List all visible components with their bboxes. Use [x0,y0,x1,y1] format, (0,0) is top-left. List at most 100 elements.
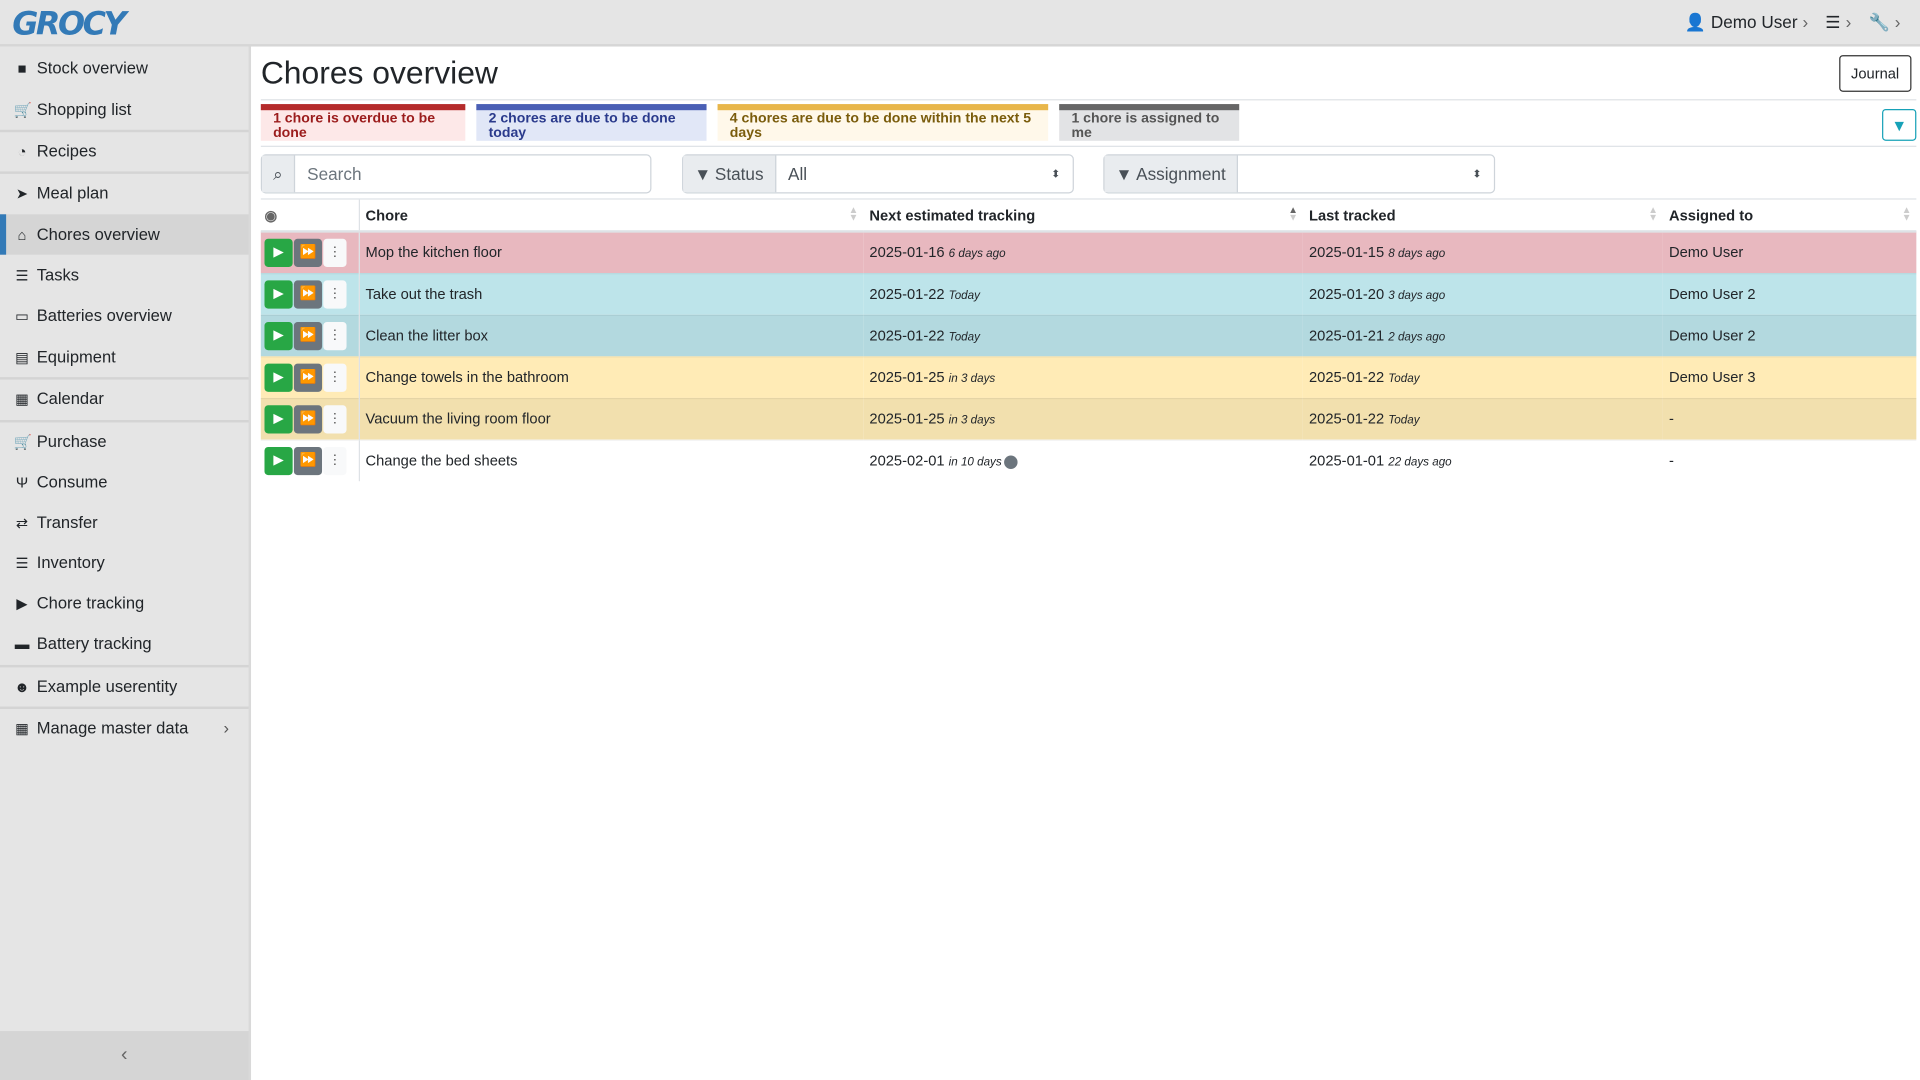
cart-icon: 🛒 [13,101,32,119]
next-date: 2025-01-25 [869,368,945,386]
filter-clear-icon: ▼ [1891,115,1908,135]
more-actions-button[interactable]: ⋮ [323,446,347,475]
sidebar-item-recipes[interactable]: ◔ Recipes [0,131,249,171]
track-chore-button[interactable]: ▶ [264,363,293,392]
skip-chore-button[interactable]: ⏩ [293,446,323,475]
assignment-select[interactable]: ⬍ [1238,156,1494,193]
status-alert[interactable]: 2 chores are due to be done today [476,104,707,141]
chore-name[interactable]: Change towels in the bathroom [358,355,864,398]
table-row: ▶ ⏩ ⋮ Clean the litter box 2025-01-22 Toda… [260,314,1917,357]
sidebar-item-chore-tracking[interactable]: ▶ Chore tracking [0,583,249,623]
sidebar-item-meal-plan[interactable]: ➤ Meal plan [0,173,249,213]
play-icon: ▶ [16,594,28,612]
sidebar-item-label: Chore tracking [36,593,145,613]
track-chore-button[interactable]: ▶ [264,279,293,308]
sort-icon: ▲ ▼ [848,204,859,223]
sidebar-item-equipment[interactable]: ▤ Equipment [0,337,249,377]
next-relative: in 3 days [948,413,996,428]
more-actions-button[interactable]: ⋮ [323,321,347,350]
home-icon: ⌂ [17,225,27,244]
sidebar-item-stock-overview[interactable]: ■ Stock overview [0,48,249,88]
sidebar-item-label: Meal plan [36,183,109,203]
sort-icon: ▲ ▼ [1901,204,1912,223]
sidebar-item-purchase[interactable]: 🛒 Purchase [0,421,249,461]
skip-chore-button[interactable]: ⏩ [293,279,323,308]
sidebar-item-inventory[interactable]: ☰ Inventory [0,542,249,582]
skip-chore-button[interactable]: ⏩ [293,404,323,433]
user-menu[interactable]: 👤 Demo User › [1685,12,1816,33]
divider [260,99,1917,101]
sidebar-item-label: Transfer [36,513,98,532]
status-alert[interactable]: 4 chores are due to be done within the n… [717,104,1049,141]
clear-filter-button[interactable]: ▼ [1882,108,1917,141]
next-relative: Today [948,330,980,345]
header-last-tracked[interactable]: Last tracked ▲ ▼ [1302,199,1663,233]
chore-name[interactable]: Clean the litter box [358,314,864,357]
next-tracking: 2025-01-25 in 3 days [863,397,1303,440]
sidebar-item-battery-tracking[interactable]: ▬ Battery tracking [0,623,249,663]
skip-chore-button[interactable]: ⏩ [293,321,323,350]
sidebar-item-consume[interactable]: Ψ Consume [0,462,249,502]
grocy-logo[interactable]: GROCY [12,6,126,43]
sidebar-divider [0,129,249,133]
next-tracking: 2025-02-01 in 10 days [863,438,1303,482]
settings-menu[interactable]: ☰ › [1825,12,1858,33]
header-label: Last tracked [1308,206,1396,224]
sidebar-item-label: Equipment [36,347,116,367]
chevron-right-icon: › [1802,12,1809,32]
more-actions-button[interactable]: ⋮ [323,363,347,392]
sidebar-item-tasks[interactable]: ☰ Tasks [0,255,249,295]
sidebar-item-calendar[interactable]: ▦ Calendar [0,378,249,418]
sidebar-item-transfer[interactable]: ⇄ Transfer [0,502,249,542]
header-next-tracking[interactable]: Next estimated tracking ▲ ▼ [863,199,1303,233]
track-chore-button[interactable]: ▶ [264,404,293,433]
track-chore-button[interactable]: ▶ [264,321,293,350]
sidebar-item-batteries-overview[interactable]: ▭ Batteries overview [0,295,249,335]
box-icon: ■ [17,59,27,77]
last-tracked: 2025-01-22 Today [1302,355,1663,398]
sidebar-item-label: Batteries overview [36,306,172,325]
search-input[interactable]: Search [307,164,362,184]
column-visibility-toggle[interactable]: ◉ [260,199,360,233]
sidebar-collapse-button[interactable]: ‹ [0,1031,249,1080]
header-chore[interactable]: Chore ▲ ▼ [358,199,864,233]
status-alert[interactable]: 1 chore is overdue to be done [260,104,466,141]
more-actions-button[interactable]: ⋮ [323,238,347,267]
track-chore-button[interactable]: ▶ [264,238,293,267]
pizza-icon: ◔ [17,142,27,160]
page-title: Chores overview [260,53,498,91]
clock-icon [1004,454,1018,469]
car-battery-icon: ▬ [14,634,30,653]
last-relative: Today [1388,372,1420,386]
list-icon: ☰ [15,554,29,572]
sidebar-divider [0,664,249,668]
sidebar-item-example-userentity[interactable]: ☻ Example userentity [0,666,249,706]
journal-button[interactable]: Journal [1838,55,1912,92]
chore-name[interactable]: Take out the trash [358,272,864,315]
chevron-right-icon: › [1894,12,1901,32]
last-tracked: 2025-01-20 3 days ago [1302,272,1663,315]
assigned-to: - [1662,438,1917,482]
chore-name[interactable]: Change the bed sheets [358,438,864,482]
next-relative: 6 days ago [948,247,1006,262]
sidebar-item-label: Recipes [36,142,97,161]
status-select[interactable]: All ⬍ [776,156,1073,193]
track-chore-button[interactable]: ▶ [264,446,293,475]
calendar-icon: ▦ [15,390,29,408]
chore-name[interactable]: Vacuum the living room floor [358,397,864,440]
chore-name[interactable]: Mop the kitchen floor [358,230,864,274]
next-relative: Today [948,288,980,303]
status-alert[interactable]: 1 chore is assigned to me [1059,104,1240,141]
last-date: 2025-01-20 [1308,285,1385,303]
sidebar-item-manage-master-data[interactable]: ▦ Manage master data › [0,708,249,748]
sidebar-item-shopping-list[interactable]: 🛒 Shopping list [0,89,249,129]
header-assigned-to[interactable]: Assigned to ▲ ▼ [1662,199,1917,233]
skip-chore-button[interactable]: ⏩ [293,363,323,392]
divider [260,198,1917,200]
more-actions-button[interactable]: ⋮ [323,404,347,433]
more-actions-button[interactable]: ⋮ [323,279,347,308]
tools-menu[interactable]: 🔧 › [1868,12,1907,33]
sidebar-item-chores-overview[interactable]: ⌂ Chores overview [0,214,249,255]
skip-chore-button[interactable]: ⏩ [293,238,323,267]
sidebar-item-label: Calendar [36,389,104,408]
